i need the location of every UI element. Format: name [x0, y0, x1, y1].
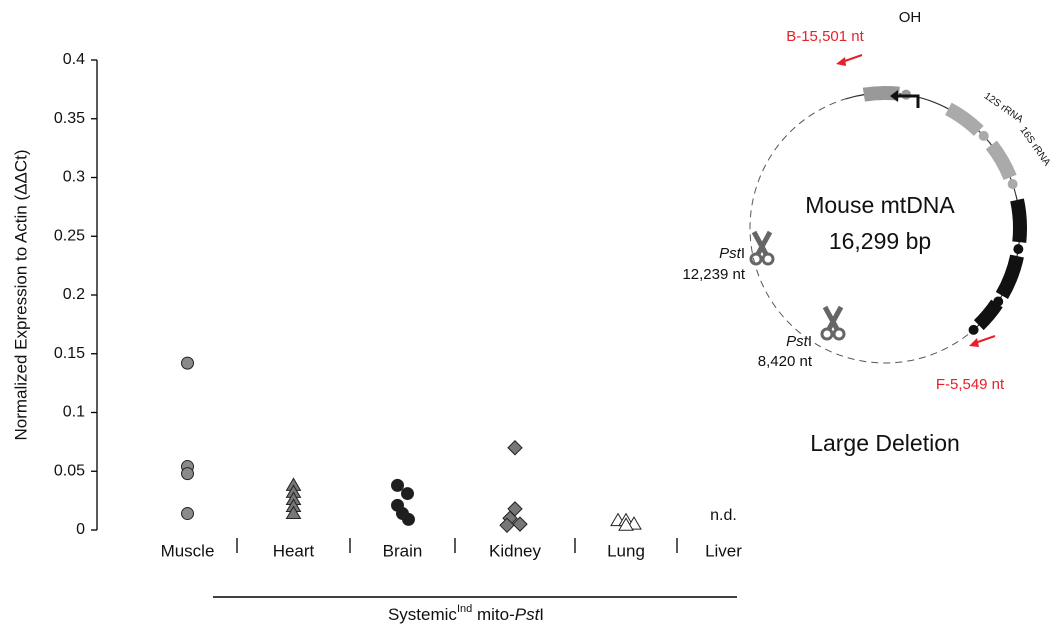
gene-block: [948, 109, 978, 131]
point: [402, 488, 414, 500]
y-tick-label: 0.3: [63, 169, 85, 186]
primer-label: B-15,501 nt: [786, 28, 864, 45]
y-tick-label: 0.4: [63, 51, 85, 68]
gene-label: 16S rRNA: [1017, 125, 1052, 168]
point: [508, 441, 522, 455]
mtdna-diagram: Mouse mtDNA 16,299 bp OH 12S rRNA 16S rR…: [682, 9, 1052, 456]
scissors-ring: [822, 329, 832, 339]
point: [182, 357, 194, 369]
x-tick-label: Liver: [705, 541, 742, 560]
gene-block: [1002, 256, 1017, 295]
gene-block: [979, 303, 997, 325]
gene-block: [1017, 200, 1020, 242]
y-tick-label: 0.35: [54, 110, 85, 127]
x-tick-label: Lung: [607, 541, 645, 560]
site-label: PstI: [786, 333, 812, 350]
x-title-part: I: [539, 605, 544, 624]
scissors-ring: [763, 254, 773, 264]
page: {"chart_data": {"type": "strip", "y_labe…: [0, 0, 1056, 635]
gene-tip: [1008, 179, 1018, 189]
gene-tip: [1013, 244, 1023, 254]
gene-label: 12S rRNA: [982, 91, 1025, 126]
primer-label: F-5,549 nt: [936, 376, 1005, 393]
caption: Large Deletion: [810, 430, 960, 456]
enzyme: I: [741, 245, 745, 262]
y-tick-label: 0.05: [54, 462, 85, 479]
x-title-part: Pst: [515, 605, 541, 624]
point: [182, 508, 194, 520]
gene-block: [991, 145, 1010, 178]
y-tick-label: 0.25: [54, 227, 85, 244]
scissors: [825, 307, 841, 329]
site-position: 12,239 nt: [682, 266, 745, 283]
y-tick-label: 0.15: [54, 345, 85, 362]
enzyme: I: [808, 333, 812, 350]
scissors-ring: [751, 254, 761, 264]
x-title-sup: Ind: [457, 603, 472, 615]
primer-arrowhead: [836, 57, 846, 66]
plasmid-title: Mouse mtDNA: [805, 192, 955, 218]
primer-arrowhead: [969, 338, 979, 347]
x-tick-label: Heart: [273, 541, 315, 560]
y-tick-label: 0.1: [63, 404, 85, 421]
annotation: n.d.: [710, 507, 737, 524]
site-label: PstI: [719, 245, 745, 262]
point: [392, 479, 404, 491]
gene-tip: [969, 325, 979, 335]
enzyme: Pst: [786, 333, 809, 350]
site-position: 8,420 nt: [758, 353, 813, 370]
origin-label: OH: [899, 9, 922, 26]
point: [403, 513, 415, 525]
y-axis-title: Normalized Expression to Actin (ΔΔCt): [11, 149, 30, 440]
enzyme: Pst: [719, 245, 742, 262]
scissors: [754, 232, 770, 254]
y-tick-label: 0.2: [63, 286, 85, 303]
x-title-part: mito-: [472, 605, 515, 624]
point: [182, 468, 194, 480]
plasmid-size: 16,299 bp: [829, 228, 931, 254]
gene-tip: [979, 131, 989, 141]
x-tick-label: Kidney: [489, 541, 541, 560]
x-tick-label: Muscle: [161, 541, 215, 560]
primer-arrow: [975, 336, 995, 343]
scissors-ring: [834, 329, 844, 339]
figure: Normalized Expression to Actin (ΔΔCt) Sy…: [0, 0, 1056, 630]
x-axis-title: SystemicInd mito-PstI: [388, 603, 544, 625]
y-tick-label: 0: [76, 521, 85, 538]
x-title-part: Systemic: [388, 605, 457, 624]
x-tick-label: Brain: [383, 541, 423, 560]
